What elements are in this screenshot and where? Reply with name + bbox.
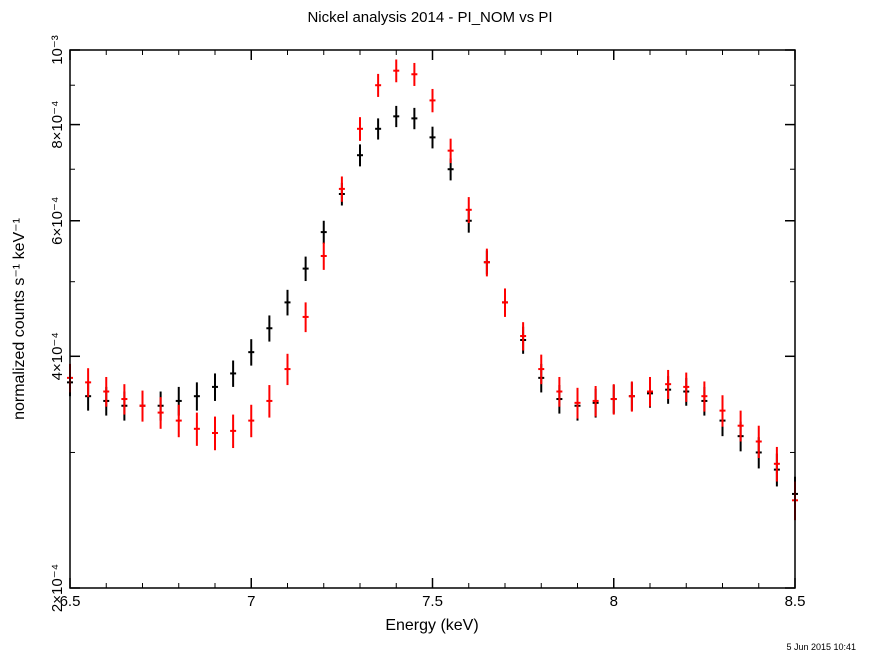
data-point [302, 256, 309, 282]
y-tick-label: 6×10⁻⁴ [49, 197, 66, 245]
data-point [230, 360, 237, 387]
data-point [610, 384, 617, 415]
y-tick-label: 8×10⁻⁴ [49, 101, 66, 149]
data-point [393, 59, 400, 83]
data-point [755, 425, 762, 459]
data-point [429, 126, 436, 149]
x-tick-label: 8 [610, 593, 618, 610]
x-tick-label: 7 [247, 593, 255, 610]
y-axis: 2×10⁻⁴ 4×10⁻⁴ 6×10⁻⁴ 8×10⁻⁴ 10⁻³ [49, 35, 795, 612]
x-tick-label: 7.5 [422, 593, 443, 610]
data-point [411, 107, 418, 130]
data-point [212, 373, 218, 401]
data-point [284, 353, 291, 386]
data-point [502, 288, 508, 317]
data-point [193, 412, 200, 446]
data-point [266, 315, 273, 342]
data-point [248, 339, 255, 366]
data-point [719, 395, 726, 427]
data-point [103, 376, 110, 407]
x-tick-label: 6.5 [60, 593, 81, 610]
data-point [447, 138, 454, 164]
data-point [284, 289, 291, 316]
data-point [393, 105, 400, 128]
data-point [121, 384, 128, 415]
data-point [212, 416, 218, 451]
data-point [701, 381, 708, 412]
data-point [266, 385, 273, 418]
data-point [320, 220, 327, 244]
chart-title: Nickel analysis 2014 - PI_NOM vs PI [307, 9, 552, 26]
data-point [556, 376, 563, 407]
data-point [647, 376, 653, 407]
data-point [248, 404, 255, 438]
data-point [193, 382, 200, 411]
data-point [465, 197, 472, 223]
data-point [538, 354, 545, 385]
y-tick-label: 2×10⁻⁴ [49, 564, 66, 612]
data-point [683, 372, 690, 402]
data-point [320, 242, 327, 270]
data-point [375, 73, 382, 97]
data-point [628, 381, 635, 412]
data-point [411, 62, 418, 86]
data-point [375, 118, 382, 140]
timestamp: 5 Jun 2015 10:41 [786, 642, 856, 652]
data-point [357, 144, 363, 167]
data-point [157, 397, 164, 429]
y-tick-label: 10⁻³ [49, 35, 66, 65]
data-point [230, 414, 237, 449]
data-point [139, 390, 146, 422]
data-point [175, 404, 182, 438]
x-axis-label: Energy (keV) [385, 617, 478, 634]
data-point [665, 369, 672, 400]
data-point [773, 446, 780, 482]
data-point [302, 302, 309, 333]
y-axis-label: normalized counts s⁻¹ keV⁻¹ [11, 218, 28, 420]
data-point [520, 322, 527, 351]
data-point [85, 368, 92, 398]
data-point [338, 176, 345, 202]
data-point [357, 117, 363, 141]
data-point [483, 248, 490, 277]
series-layer [67, 59, 798, 521]
x-tick-label: 8.5 [785, 593, 806, 610]
data-point [737, 410, 744, 442]
y-tick-label: 4×10⁻⁴ [49, 332, 66, 380]
series-1 [67, 105, 798, 513]
data-point [429, 88, 436, 113]
data-point [592, 385, 599, 417]
x-axis: 6.5 7 7.5 8 8.5 [60, 50, 806, 610]
data-point [574, 387, 581, 419]
